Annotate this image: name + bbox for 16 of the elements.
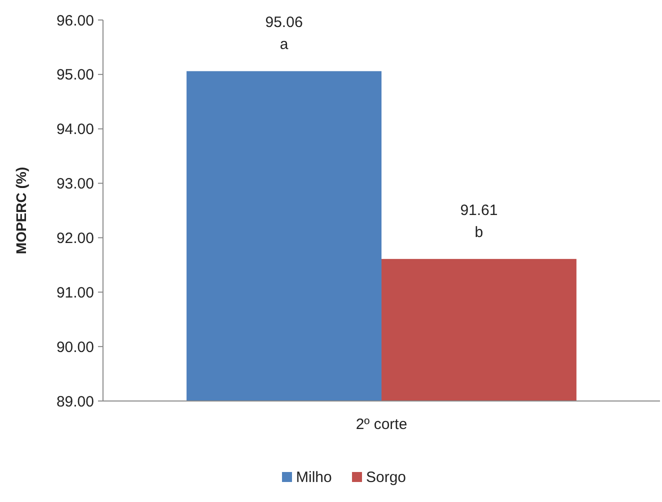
annotation: b bbox=[474, 224, 484, 241]
y-tick-label: 94.00 bbox=[56, 121, 94, 138]
data-label: 95.06 bbox=[265, 14, 303, 32]
y-axis-title: MOPERC (%) bbox=[13, 166, 29, 254]
y-tick-label: 92.00 bbox=[56, 230, 94, 247]
y-tick-label: 91.00 bbox=[56, 284, 94, 302]
x-tick-label: 2º corte bbox=[356, 416, 408, 433]
legend-label: Sorgo bbox=[366, 469, 406, 486]
data-label: 91.61 bbox=[460, 202, 498, 219]
legend-label: Milho bbox=[296, 469, 332, 486]
y-tick-label: 95.00 bbox=[56, 66, 94, 84]
y-tick-label: 93.00 bbox=[56, 176, 94, 193]
annotation: a bbox=[280, 36, 289, 54]
y-tick-label: 96.00 bbox=[56, 12, 94, 30]
y-tick-label: 90.00 bbox=[56, 338, 94, 356]
y-tick-label: 89.00 bbox=[56, 393, 94, 410]
